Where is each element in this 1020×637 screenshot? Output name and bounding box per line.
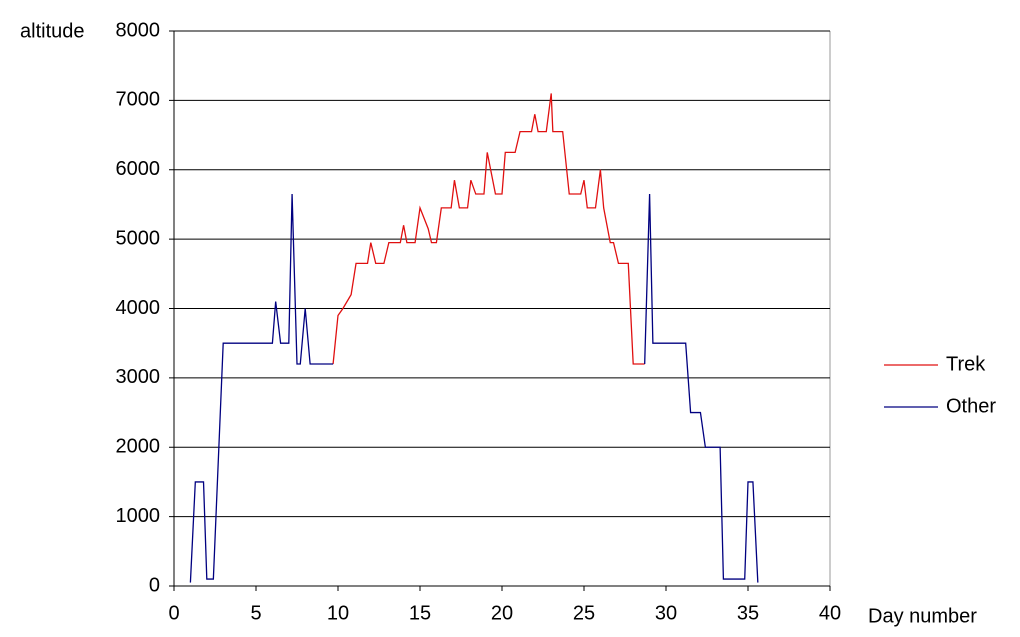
x-tick-label: 10 bbox=[327, 602, 349, 624]
y-tick-label: 4000 bbox=[116, 297, 161, 319]
y-tick-label: 0 bbox=[149, 574, 160, 596]
y-tick-label: 3000 bbox=[116, 366, 161, 388]
x-tick-label: 20 bbox=[491, 602, 513, 624]
x-tick-label: 15 bbox=[409, 602, 431, 624]
x-tick-label: 30 bbox=[655, 602, 677, 624]
x-tick-label: 0 bbox=[168, 602, 179, 624]
x-tick-label: 25 bbox=[573, 602, 595, 624]
legend-label: Trek bbox=[946, 353, 986, 375]
legend-label: Other bbox=[946, 395, 996, 417]
y-tick-label: 6000 bbox=[116, 158, 161, 180]
y-tick-label: 2000 bbox=[116, 436, 161, 458]
x-tick-label: 35 bbox=[737, 602, 759, 624]
y-tick-label: 8000 bbox=[116, 19, 161, 41]
series-line bbox=[332, 93, 645, 365]
y-tick-label: 1000 bbox=[116, 505, 161, 527]
series-line bbox=[189, 194, 759, 583]
y-tick-label: 7000 bbox=[116, 89, 161, 111]
y-axis-label: altitude bbox=[20, 20, 85, 42]
x-tick-label: 5 bbox=[250, 602, 261, 624]
x-tick-label: 40 bbox=[819, 602, 841, 624]
y-tick-label: 5000 bbox=[116, 227, 161, 249]
x-axis-label: Day number bbox=[868, 605, 977, 627]
